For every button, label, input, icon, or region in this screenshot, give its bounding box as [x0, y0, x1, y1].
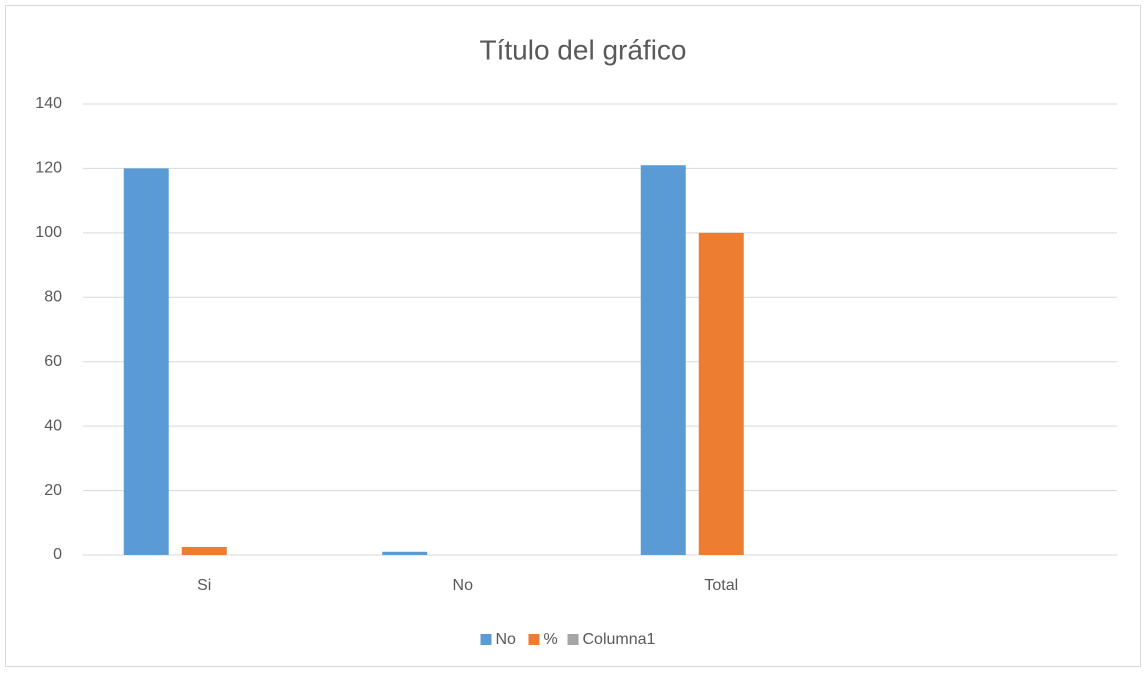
bar: [382, 551, 428, 555]
bar: [181, 546, 227, 555]
chart-border: [5, 5, 1141, 667]
x-tick-label: No: [453, 577, 474, 594]
chart-title: Título del gráfico: [480, 34, 687, 65]
bar: [123, 168, 169, 555]
y-tick-label: 100: [35, 224, 62, 241]
y-tick-label: 0: [53, 546, 62, 563]
y-tick-label: 140: [35, 95, 62, 112]
x-tick-label: Si: [197, 577, 211, 594]
y-tick-label: 40: [44, 417, 62, 434]
legend-swatch: [567, 634, 579, 645]
y-tick-label: 20: [44, 482, 62, 499]
x-tick-label: Total: [704, 577, 738, 594]
bar: [640, 165, 686, 555]
y-tick-label: 80: [44, 289, 62, 306]
bar: [698, 232, 744, 555]
y-tick-label: 60: [44, 353, 62, 370]
legend-label: Columna1: [583, 631, 656, 648]
legend-swatch: [528, 634, 540, 645]
legend-label: No: [496, 631, 517, 648]
y-tick-label: 120: [35, 160, 62, 177]
legend-swatch: [480, 634, 492, 645]
legend-label: %: [544, 631, 558, 648]
